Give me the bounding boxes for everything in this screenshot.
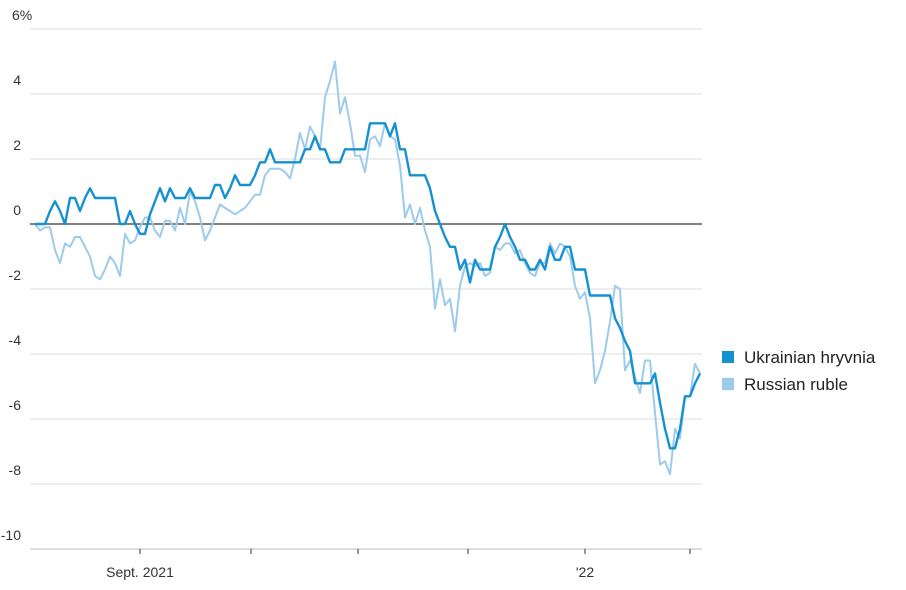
x-tick-label: Sept. 2021 <box>106 564 174 580</box>
y-tick-label: 2 <box>13 137 21 153</box>
y-tick-label: -6 <box>9 397 22 413</box>
grid: 6% 4 2 0 -2 -4 -6 -8 -10 Sept. 2021 '22 <box>1 7 702 580</box>
legend-label: Russian ruble <box>744 375 848 394</box>
lines <box>34 60 702 476</box>
x-tick-label: '22 <box>576 564 594 580</box>
y-tick-label: 4 <box>13 72 21 88</box>
y-tick-label: -2 <box>9 267 22 283</box>
legend: Ukrainian hryvnia Russian ruble <box>722 348 876 394</box>
y-tick-label: 6% <box>12 7 32 23</box>
y-tick-label: -4 <box>9 332 22 348</box>
legend-swatch <box>722 378 734 390</box>
series-line <box>34 60 701 476</box>
legend-swatch <box>722 351 734 363</box>
series-line <box>35 122 702 450</box>
y-tick-label: -10 <box>1 527 21 543</box>
y-tick-label: 0 <box>13 202 21 218</box>
y-tick-label: -8 <box>9 462 22 478</box>
legend-label: Ukrainian hryvnia <box>744 348 876 367</box>
